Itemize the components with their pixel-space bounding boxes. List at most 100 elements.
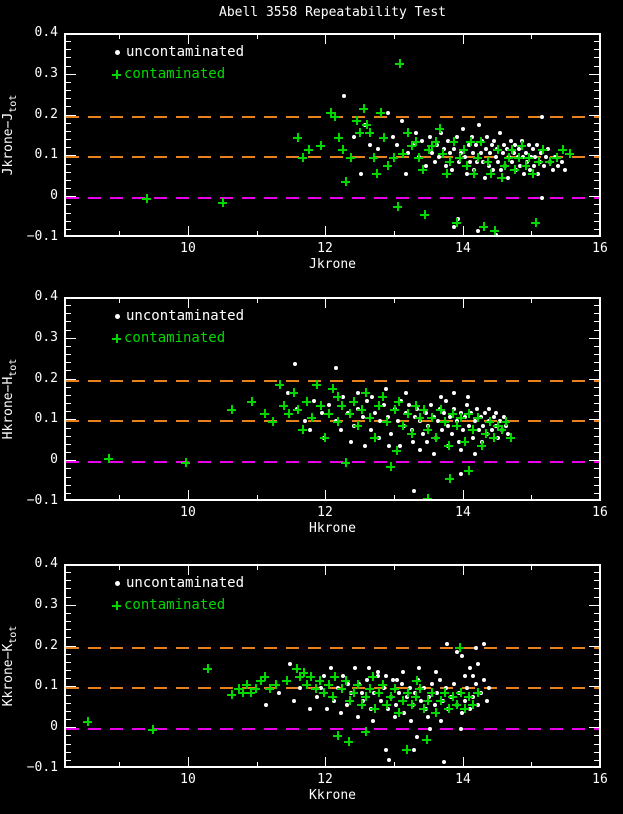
y-minor-tick: [66, 106, 71, 107]
x-minor-tick: [119, 762, 120, 766]
scatter-point-uncontaminated: [406, 151, 411, 156]
scatter-point-contaminated: [297, 152, 307, 162]
scatter-point-uncontaminated: [477, 122, 482, 127]
legend-row-uncontaminated: uncontaminated: [112, 572, 244, 594]
scatter-point-contaminated: [333, 730, 343, 740]
scatter-point-contaminated: [82, 716, 92, 726]
scatter-point-uncontaminated: [303, 419, 308, 424]
scatter-point-contaminated: [369, 704, 379, 714]
scatter-point-uncontaminated: [418, 448, 423, 452]
scatter-point-contaminated: [340, 675, 350, 685]
scatter-point-uncontaminated: [533, 155, 538, 160]
scatter-point-uncontaminated: [563, 167, 567, 172]
scatter-point-uncontaminated: [473, 419, 477, 424]
scatter-point-contaminated: [414, 683, 424, 693]
scatter-point-contaminated: [417, 165, 427, 175]
scatter-point-uncontaminated: [460, 427, 465, 432]
y-major-tick: [589, 686, 599, 687]
y-tick-label: 0.1: [34, 411, 58, 427]
scatter-point-contaminated: [295, 671, 305, 681]
scatter-point-contaminated: [497, 425, 507, 435]
scatter-point-contaminated: [329, 112, 339, 122]
y-minor-tick: [66, 49, 71, 50]
scatter-point-uncontaminated: [387, 443, 392, 448]
scatter-point-uncontaminated: [512, 143, 517, 148]
y-minor-tick: [66, 703, 71, 704]
y-tick-label: 0.2: [34, 106, 58, 122]
y-tick-label: 0.3: [34, 65, 58, 81]
scatter-point-contaminated: [484, 416, 494, 426]
scatter-point-contaminated: [423, 494, 433, 499]
scatter-point-contaminated: [565, 148, 575, 158]
scatter-point-uncontaminated: [450, 167, 455, 172]
scatter-point-uncontaminated: [470, 674, 475, 679]
scatter-point-uncontaminated: [370, 719, 375, 723]
y-major-tick: [589, 419, 599, 420]
scatter-point-contaminated: [395, 59, 404, 69]
y-minor-tick: [594, 735, 599, 736]
y-minor-tick: [594, 477, 599, 478]
scatter-point-uncontaminated: [475, 407, 480, 412]
scatter-point-contaminated: [373, 688, 383, 697]
scatter-point-contaminated: [414, 152, 424, 162]
y-major-tick: [66, 727, 76, 728]
scatter-point-contaminated: [324, 408, 334, 418]
y-minor-tick: [66, 370, 71, 371]
scatter-point-uncontaminated: [476, 661, 481, 666]
y-minor-tick: [594, 172, 599, 173]
scatter-point-uncontaminated: [521, 155, 526, 160]
scatter-point-contaminated: [142, 193, 152, 203]
y-minor-tick: [594, 629, 599, 630]
scatter-point-uncontaminated: [420, 139, 425, 144]
scatter-point-uncontaminated: [473, 682, 478, 687]
y-minor-tick: [66, 139, 71, 140]
scatter-point-uncontaminated: [484, 698, 489, 703]
y-minor-tick: [594, 221, 599, 222]
y-minor-tick: [66, 98, 71, 99]
scatter-point-uncontaminated: [390, 135, 395, 139]
y-minor-tick: [66, 313, 71, 314]
y-minor-tick: [66, 637, 71, 638]
x-major-tick: [188, 299, 189, 308]
y-minor-tick: [594, 180, 599, 181]
scatter-point-contaminated: [493, 144, 503, 154]
scatter-point-contaminated: [460, 437, 470, 447]
scatter-point-uncontaminated: [491, 415, 496, 420]
x-major-tick: [463, 35, 464, 44]
x-major-tick: [463, 566, 464, 575]
y-minor-tick: [66, 131, 71, 132]
scatter-point-uncontaminated: [373, 411, 378, 416]
scatter-point-contaminated: [472, 152, 482, 162]
scatter-point-uncontaminated: [424, 163, 429, 168]
x-tick-label: 14: [455, 241, 471, 256]
x-major-tick: [600, 299, 601, 308]
x-minor-tick: [394, 566, 395, 570]
scatter-point-uncontaminated: [384, 674, 389, 679]
scatter-point-uncontaminated: [439, 719, 444, 723]
scatter-point-contaminated: [259, 671, 269, 681]
y-minor-tick: [66, 180, 71, 181]
y-minor-tick: [594, 444, 599, 445]
scatter-point-contaminated: [217, 197, 227, 207]
y-minor-tick: [66, 580, 71, 581]
scatter-point-contaminated: [476, 441, 486, 451]
scatter-point-contaminated: [410, 692, 420, 702]
y-minor-tick: [66, 735, 71, 736]
y-minor-tick: [66, 485, 71, 486]
scatter-point-contaminated: [316, 400, 325, 410]
y-tick-label: 0: [50, 719, 58, 735]
scatter-point-uncontaminated: [346, 682, 350, 687]
scatter-point-uncontaminated: [532, 163, 537, 168]
x-minor-tick: [531, 299, 532, 303]
scatter-point-contaminated: [377, 392, 387, 402]
scatter-point-contaminated: [551, 152, 561, 162]
x-minor-tick: [119, 566, 120, 570]
x-tick-label: 16: [592, 772, 608, 787]
y-tick-label: 0: [50, 452, 58, 468]
x-minor-tick: [394, 231, 395, 235]
scatter-point-uncontaminated: [499, 167, 504, 172]
x-major-tick: [325, 226, 326, 235]
y-tick-label: −0.1: [26, 229, 58, 244]
scatter-point-uncontaminated: [459, 472, 464, 477]
scatter-point-contaminated: [237, 688, 247, 697]
